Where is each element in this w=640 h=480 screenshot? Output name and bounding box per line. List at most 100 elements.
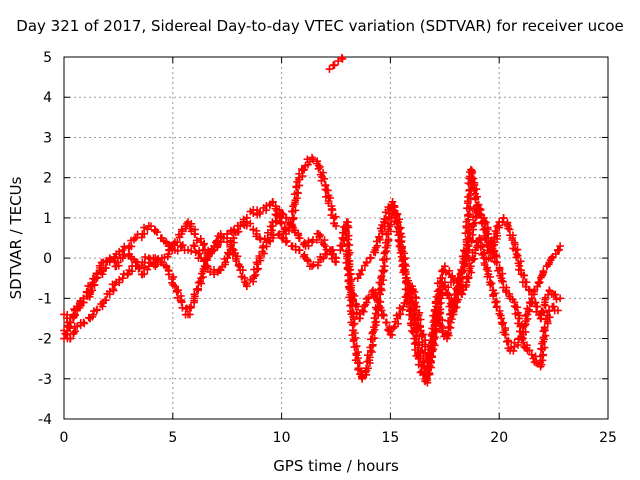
data-point [66,318,74,327]
data-point [512,253,521,262]
data-point [376,236,384,244]
data-point [464,193,472,201]
data-point [452,297,461,305]
data-point [381,222,389,231]
data-point [410,307,419,315]
data-point [291,206,300,215]
data-point [438,274,447,282]
data-point [498,269,507,278]
data-point [428,345,436,353]
data-point [168,241,177,249]
data-point [173,238,182,246]
data-point [160,253,169,262]
data-point [442,330,451,339]
data-point [71,322,79,331]
data-point [319,240,328,249]
data-point [476,243,485,251]
data-point [357,266,366,275]
data-point [133,230,142,239]
data-point [252,230,261,238]
data-point [361,300,370,309]
data-point [530,287,538,296]
data-point [344,271,352,280]
data-point [229,234,238,243]
data-point [503,337,511,346]
data-point [325,65,334,73]
data-point [79,298,88,307]
data-point [385,209,393,218]
data-point [483,240,491,249]
data-point [539,351,547,360]
data-point [552,295,561,304]
data-point [249,209,258,218]
data-point [512,303,521,312]
data-point [175,230,183,239]
data-point [492,303,501,312]
x-tick-label: 15 [381,430,399,446]
data-point [406,282,414,290]
data-point [358,374,366,382]
data-point [409,310,417,319]
data-point [441,262,449,271]
data-point [109,286,118,295]
data-point [499,214,508,222]
data-point [463,272,471,281]
data-point [450,290,459,299]
data-point [191,230,199,238]
data-point [200,239,208,248]
data-point [165,270,173,279]
data-point [141,253,149,261]
data-point [392,217,401,225]
data-point [283,237,291,245]
y-tick-label: 4 [43,90,52,106]
data-point [169,273,178,281]
data-point [75,304,84,312]
data-point [162,237,170,246]
data-point [263,234,272,243]
series-track-1 [60,153,340,327]
data-point [115,276,123,284]
data-point [347,281,356,290]
data-point [300,165,309,174]
data-point [438,328,447,337]
data-point [80,319,89,328]
data-point [501,324,510,332]
data-point [347,275,356,284]
y-tick-label: 1 [43,211,52,227]
data-point [386,220,395,229]
data-point [535,279,543,288]
data-point [192,285,201,294]
data-point [212,238,220,247]
data-point [551,290,560,299]
data-point [330,219,338,228]
data-point [464,199,472,208]
data-point [134,264,143,273]
data-point [178,227,187,236]
data-point [421,342,429,351]
data-point [431,313,440,322]
data-point [397,233,406,241]
data-point [476,210,484,219]
data-point [334,57,342,65]
data-point [163,252,172,261]
data-point [515,314,524,323]
data-point [256,256,265,265]
data-point [362,370,371,379]
data-point [304,237,313,245]
x-tick-label: 25 [599,430,617,446]
data-point [61,329,70,338]
data-point [303,256,312,264]
data-point [97,258,106,267]
data-point [495,309,504,318]
data-point [132,258,141,266]
data-point [382,318,391,327]
y-tick-label: 5 [43,50,52,66]
data-point [368,348,376,356]
data-point [127,252,135,261]
data-point [309,155,317,164]
data-point [162,262,170,270]
data-point [428,352,436,361]
data-point [464,210,472,219]
data-point [466,203,474,211]
